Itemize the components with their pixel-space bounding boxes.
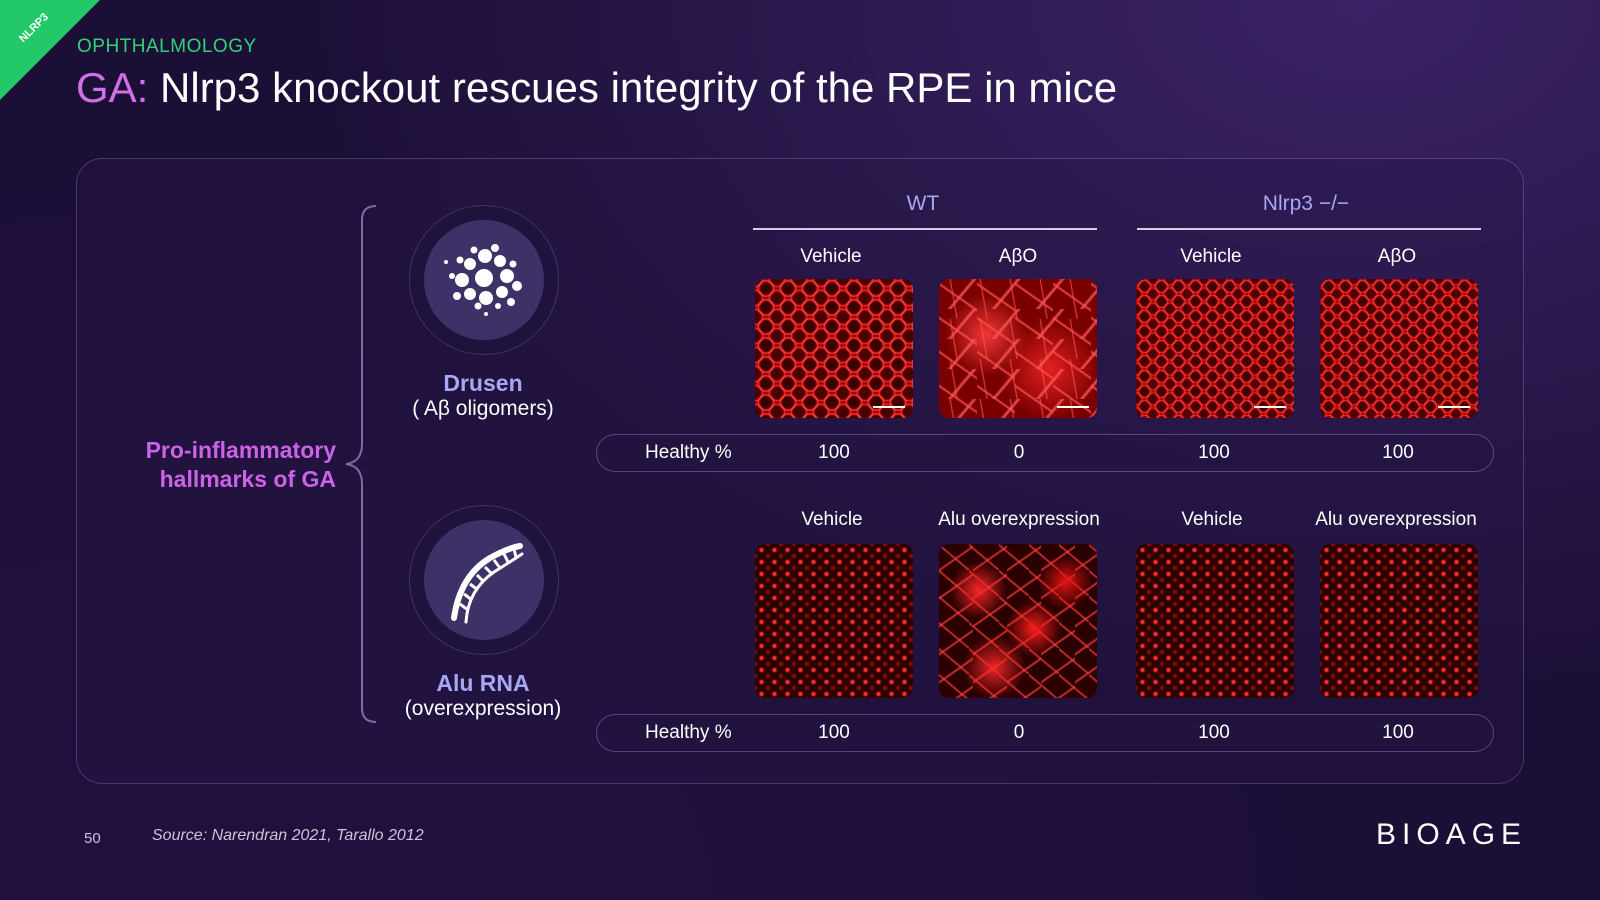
row1-healthy-value: 100 [1198, 442, 1230, 463]
bioage-logo: BIOAGE [1376, 818, 1528, 851]
hallmarks-line-1: Pro-inflammatory [145, 437, 336, 463]
row2-wt-vehicle-image [755, 544, 913, 698]
row1-col3-label: Vehicle [1180, 246, 1242, 267]
row2-healthy-value: 100 [1198, 722, 1230, 743]
condition-drusen-sub: ( Aβ oligomers) [412, 397, 554, 420]
row1-healthy-value: 100 [1382, 442, 1414, 463]
page-title: GA: Nlrp3 knockout rescues integrity of … [76, 64, 1117, 112]
row1-nlrp3-vehicle-image [1136, 279, 1294, 418]
row2-healthy-value: 0 [1013, 722, 1025, 743]
row1-col2-label: AβO [998, 246, 1038, 267]
rna-strand-icon [451, 543, 524, 624]
row2-nlrp3-vehicle-image [1136, 544, 1294, 698]
row2-healthy-value: 100 [818, 722, 850, 743]
row2-col1-label: Vehicle [801, 509, 863, 530]
alu-icon-circle [409, 505, 559, 655]
row2-nlrp3-alu-image [1320, 544, 1478, 698]
section-kicker: OPHTHALMOLOGY [77, 36, 257, 57]
row1-col1-label: Vehicle [800, 246, 862, 267]
group-wt-line [753, 228, 1097, 230]
row1-nlrp3-abo-image [1320, 279, 1478, 418]
row2-healthy-label: Healthy % [645, 722, 732, 743]
title-accent: GA: [76, 64, 149, 111]
row2-col4-label: Alu overexpression [1315, 509, 1477, 530]
curly-brace-icon [345, 205, 377, 723]
row1-healthy-label: Healthy % [645, 442, 732, 463]
source-citation: Source: Narendran 2021, Tarallo 2012 [152, 827, 424, 844]
row2-col3-label: Vehicle [1181, 509, 1243, 530]
row1-healthy-row: Healthy % 100 0 100 100 [596, 434, 1494, 472]
row1-wt-abo-image [939, 279, 1097, 418]
condition-alu-name: Alu RNA [436, 670, 530, 696]
hallmarks-line-2: hallmarks of GA [159, 466, 336, 492]
hallmarks-label: Pro-inflammatory hallmarks of GA [96, 436, 336, 494]
group-wt-label: WT [906, 192, 940, 215]
row1-healthy-value: 0 [1013, 442, 1025, 463]
row2-healthy-value: 100 [1382, 722, 1414, 743]
drusen-icon [444, 244, 522, 316]
condition-drusen-name: Drusen [443, 370, 523, 396]
corner-ribbon: NLRP3 [0, 0, 100, 100]
group-nlrp3-line [1137, 228, 1481, 230]
group-nlrp3-label: Nlrp3 −/− [1262, 192, 1350, 215]
title-text: Nlrp3 knockout rescues integrity of the … [148, 64, 1118, 111]
row2-col2-label: Alu overexpression [938, 509, 1100, 530]
row2-healthy-row: Healthy % 100 0 100 100 [596, 714, 1494, 752]
row1-col4-label: AβO [1377, 246, 1417, 267]
drusen-icon-circle [409, 205, 559, 355]
row2-wt-alu-image [939, 544, 1097, 698]
row1-wt-vehicle-image [755, 279, 913, 418]
row1-healthy-value: 100 [818, 442, 850, 463]
condition-alu-sub: (overexpression) [404, 697, 562, 720]
page-number: 50 [84, 830, 101, 847]
